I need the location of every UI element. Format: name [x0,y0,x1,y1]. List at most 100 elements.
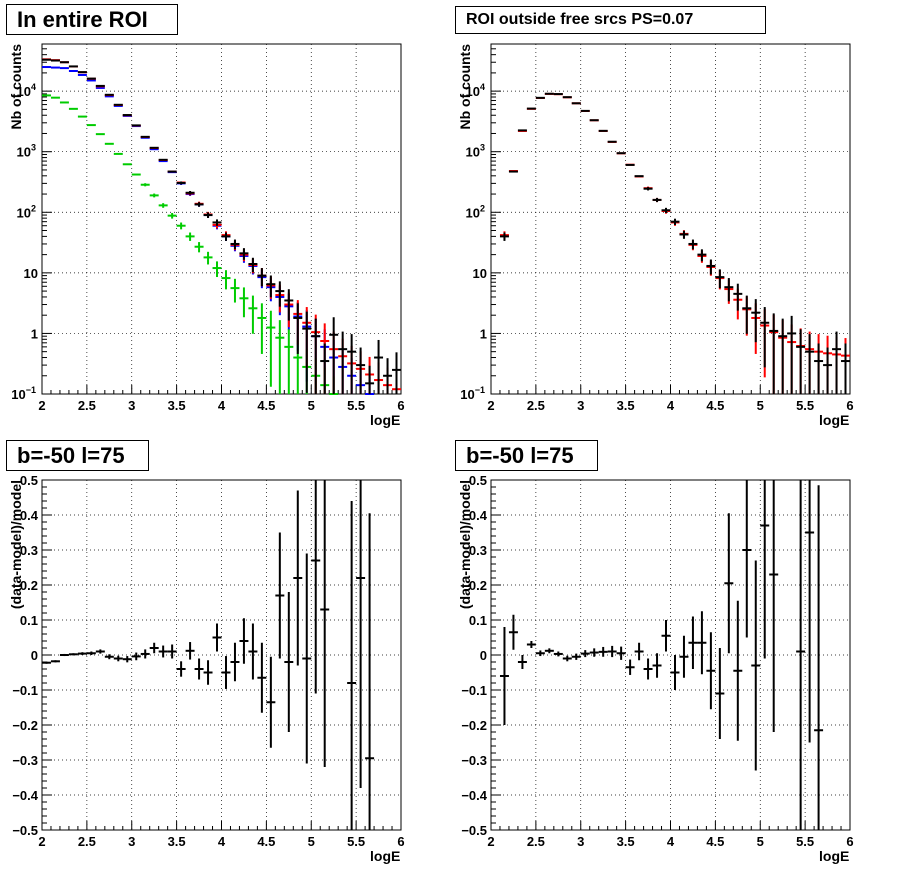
x-tick-label: 5.5 [347,834,365,849]
y-tick-label: −0.5 [461,823,487,838]
x-tick-marks [41,821,402,830]
y-tick-label: 0.3 [20,543,38,558]
x-tick-label: 6 [846,398,853,413]
series-1 [499,92,850,394]
x-tick-label: 6 [397,834,404,849]
y-tick-label: 0.1 [469,613,487,628]
y-tick-label: 0.5 [469,473,487,488]
x-tick-label: 3 [128,398,135,413]
y-tick-label: 0.2 [469,578,487,593]
y-axis-label: Nb of counts [8,44,24,130]
grid [42,480,401,830]
x-tick-label: 5.5 [796,398,814,413]
y-tick-label: 0.4 [20,508,39,523]
x-tick-label: 3.5 [168,398,186,413]
x-tick-label: 5.5 [347,398,365,413]
x-tick-label: 4.5 [706,834,724,849]
x-tick-label: 3.5 [168,834,186,849]
y-tick-label: 1 [480,326,487,341]
x-tick-label: 5 [308,834,315,849]
data-series-group [42,480,375,830]
x-tick-label: 2.5 [78,398,96,413]
y-axis-label: Nb of counts [457,44,473,130]
chart-title-bottom-left: b=-50 l=75 [6,440,149,471]
chart-title-bottom-right: b=-50 l=75 [455,440,598,471]
y-tick-label: 102 [17,203,36,220]
y-tick-label: 0.2 [20,578,38,593]
y-tick-label: −0.1 [461,683,487,698]
x-tick-label: 4 [218,834,226,849]
y-tick-marks [42,479,52,831]
data-series-group [42,58,401,395]
x-tick-label: 2.5 [78,834,96,849]
y-tick-label: 0 [480,648,487,663]
x-tick-label: 5 [757,834,764,849]
y-tick-label: −0.2 [461,718,487,733]
y-tick-label: 10 [473,266,487,281]
y-tick-marks [42,43,52,395]
x-tick-label: 4 [218,398,226,413]
y-axis-label: (data-model)/model [8,480,24,609]
x-tick-label: 2.5 [527,834,545,849]
x-tick-label: 5 [757,398,764,413]
series-1 [42,480,375,830]
series-1 [499,480,824,830]
grid [491,480,850,830]
data-series-group [499,480,824,830]
chart-3: 2 2.5 3 3.5 4 4.5 5 5.5 6 −0.5 −0.4 −0.3 −0.2 −0.1 0 0.… [8,473,405,864]
y-tick-label: 104 [466,82,485,99]
y-tick-label: −0.3 [461,753,487,768]
x-tick-label: 2 [487,398,494,413]
x-tick-label: 4.5 [706,398,724,413]
x-tick-label: 6 [846,834,853,849]
y-tick-label: 10−1 [11,385,36,402]
y-tick-label: −0.2 [12,718,38,733]
x-axis-label: logE [819,848,849,864]
y-tick-label: 1 [31,326,38,341]
y-tick-label: 10 [24,266,38,281]
chart-title-top-left: In entire ROI [6,4,178,35]
y-tick-label: −0.5 [12,823,38,838]
series-4 [42,58,401,394]
x-tick-label: 3 [577,834,584,849]
y-tick-label: 0.4 [469,508,488,523]
y-tick-label: −0.3 [12,753,38,768]
x-tick-label: 3.5 [617,398,635,413]
x-tick-label: 6 [397,398,404,413]
y-tick-marks [491,43,501,395]
x-tick-label: 4.5 [257,834,275,849]
y-tick-label: 0.3 [469,543,487,558]
y-tick-label: 10−1 [460,385,485,402]
y-tick-label: 0.5 [20,473,38,488]
x-axis-label: logE [370,412,400,428]
data-series-group [499,92,850,394]
y-tick-label: −0.4 [12,788,38,803]
x-tick-label: 2 [38,398,45,413]
grid [42,44,401,394]
x-tick-label: 2 [487,834,494,849]
x-axis-label: logE [370,848,400,864]
y-tick-label: 0.1 [20,613,38,628]
x-tick-label: 5.5 [796,834,814,849]
x-tick-marks [490,821,851,830]
x-tick-label: 2.5 [527,398,545,413]
y-tick-label: 103 [17,143,36,160]
x-tick-label: 3 [577,398,584,413]
x-tick-marks [490,385,851,394]
x-tick-label: 4 [667,398,675,413]
x-tick-label: 5 [308,398,315,413]
chart-title-top-right: ROI outside free srcs PS=0.07 [455,6,766,34]
series-2 [499,92,850,394]
x-axis-label: logE [819,412,849,428]
y-tick-label: 103 [466,143,485,160]
x-tick-label: 2 [38,834,45,849]
chart-2: 2 2.5 3 3.5 4 4.5 5 5.5 6 10−1 1 10 102 103 104 logE Nb … [457,43,854,428]
y-axis-label: (data-model)/model [457,480,473,609]
x-tick-label: 4 [667,834,675,849]
series-2 [42,94,339,395]
chart-4: 2 2.5 3 3.5 4 4.5 5 5.5 6 −0.5 −0.4 −0.3 −0.2 −0.1 0 0.… [457,473,854,864]
y-tick-label: −0.4 [461,788,487,803]
y-tick-label: −0.1 [12,683,38,698]
x-tick-marks [41,385,402,394]
